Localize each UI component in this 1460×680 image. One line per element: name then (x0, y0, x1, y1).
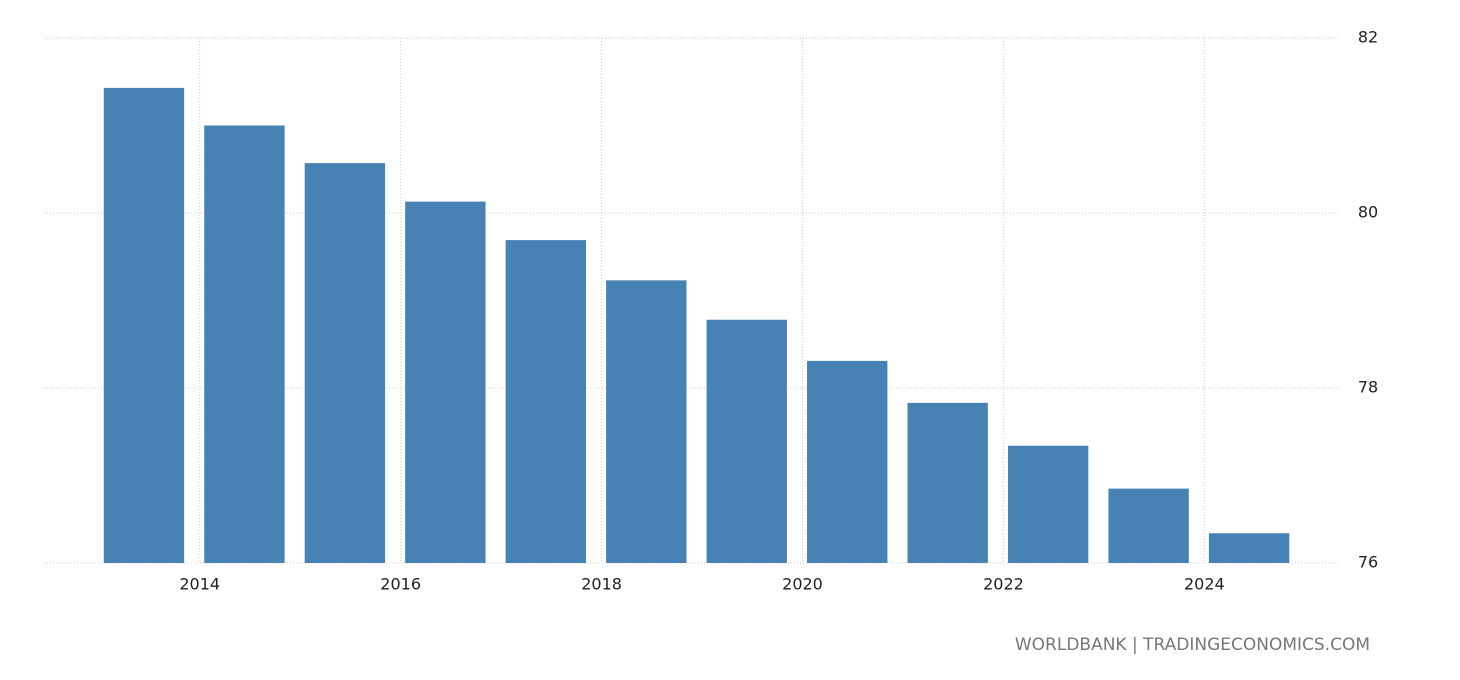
bar (1208, 533, 1290, 563)
x-tick-label: 2014 (179, 575, 220, 594)
x-tick-label: 2016 (380, 575, 421, 594)
x-tick-label: 2024 (1184, 575, 1225, 594)
bar (907, 402, 988, 563)
bar (103, 87, 185, 563)
bar (405, 201, 486, 563)
source: WORLDBANK | TRADINGECONOMICS.COM (1015, 635, 1370, 655)
x-tick-label: 2020 (782, 575, 823, 594)
bar (505, 240, 587, 563)
x-tick-label: 2022 (983, 575, 1024, 594)
y-tick-label: 78 (1358, 378, 1378, 397)
bar (606, 280, 687, 563)
x-tick-label: 2018 (581, 575, 622, 594)
bar (1007, 445, 1089, 563)
y-tick-label: 76 (1358, 553, 1378, 572)
bar (706, 319, 787, 563)
bar (304, 163, 386, 563)
bar (1108, 488, 1189, 563)
bar (807, 360, 888, 563)
bar (204, 125, 285, 563)
y-tick-label: 82 (1358, 28, 1378, 47)
y-tick-label: 80 (1358, 203, 1378, 222)
